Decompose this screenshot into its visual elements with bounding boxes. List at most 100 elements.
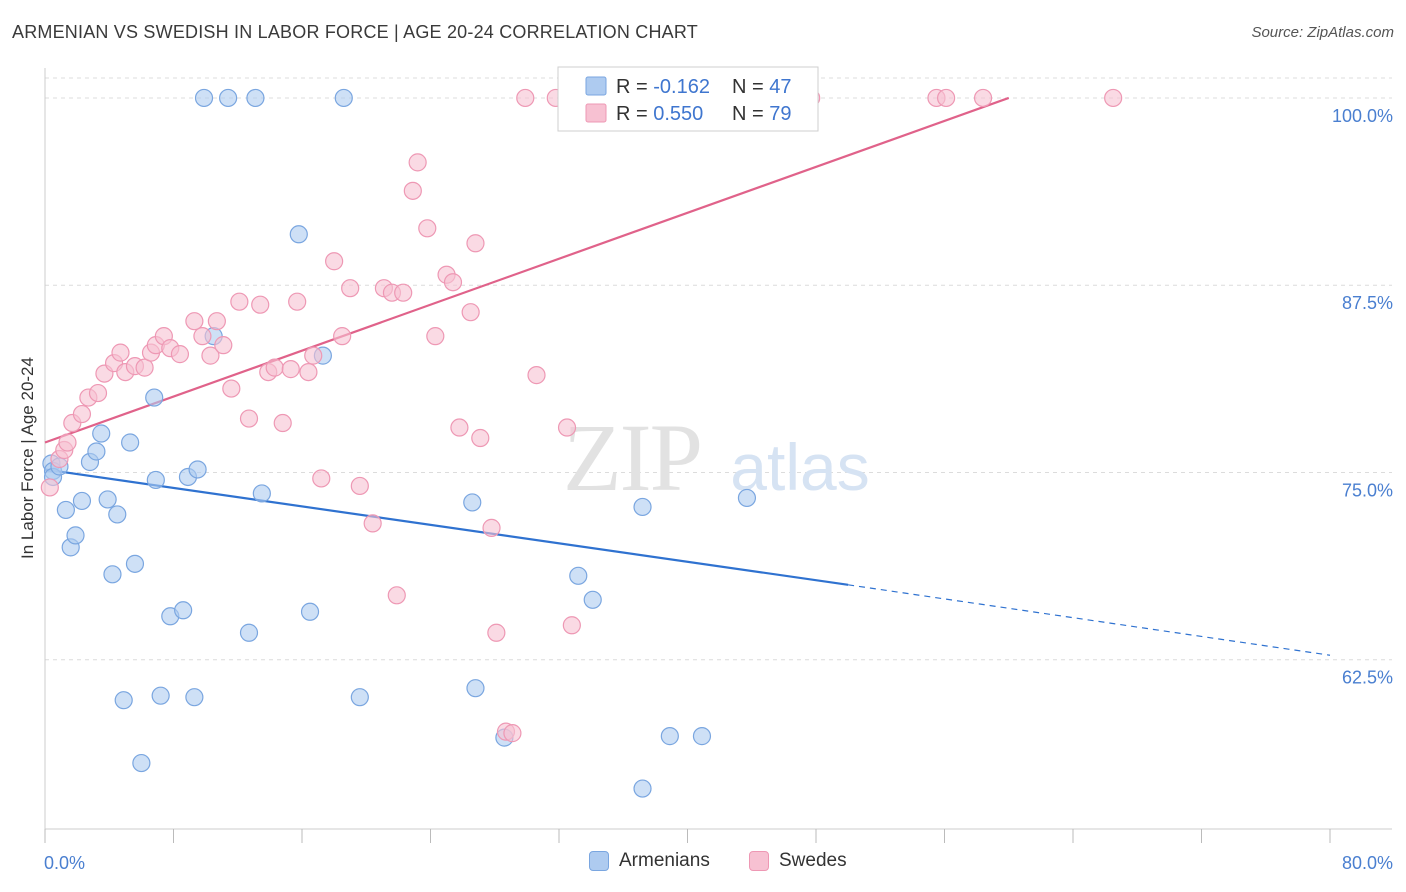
legend-n-value-blue: 47 (769, 76, 791, 98)
armenian-point (692, 727, 712, 746)
swede-point (527, 365, 546, 385)
armenian-point (185, 688, 204, 707)
swede-point (937, 88, 956, 108)
swede-point (408, 153, 427, 172)
legend-swatch-pink (585, 103, 607, 123)
armenian-point (151, 686, 170, 705)
y-axis-label: In Labor Force | Age 20-24 (18, 357, 37, 559)
armenian-point (252, 484, 271, 503)
swede-point (230, 292, 249, 311)
swede-point (135, 358, 154, 377)
swede-point (471, 428, 490, 448)
watermark-zip: ZIP (563, 404, 701, 511)
swede-point (40, 478, 59, 497)
swede-point (466, 234, 485, 253)
swede-point (487, 623, 506, 642)
armenian-point (633, 497, 652, 517)
swede-point (450, 418, 469, 437)
armenian-point (660, 727, 679, 746)
armenians-trend-line (44, 468, 849, 586)
swede-point (111, 343, 130, 362)
legend-bottom: Armenians Swedes (0, 850, 1406, 880)
legend-top: R = -0.162 N = 47 R = 0.550 N = 79 (557, 66, 819, 132)
armenian-point (289, 225, 308, 244)
legend-r-value-pink: 0.550 (653, 103, 703, 125)
armenian-point (121, 433, 140, 452)
swede-point (350, 476, 369, 496)
swede-point (516, 88, 535, 108)
armenians-trend-extension (848, 584, 1331, 656)
armenian-point (188, 460, 207, 479)
legend-label-armenians: Armenians (619, 850, 710, 871)
watermark: ZIP atlas (563, 404, 870, 511)
legend-item-armenians: Armenians (589, 850, 710, 872)
armenian-point (737, 488, 757, 508)
y-tick-label: 100.0% (1332, 106, 1393, 126)
swede-point (288, 292, 307, 311)
armenian-point (87, 442, 106, 461)
legend-r-label-blue: R = (616, 76, 653, 98)
armenian-point (98, 490, 117, 509)
swede-point (418, 219, 437, 238)
armenian-point (56, 500, 75, 520)
svg-text:N = 47: N = 47 (732, 76, 792, 98)
armenian-point (103, 565, 122, 584)
svg-text:N = 79: N = 79 (732, 103, 792, 125)
armenian-point (466, 679, 485, 698)
trend-layer (44, 96, 1331, 656)
svg-text:R = -0.162: R = -0.162 (616, 76, 710, 98)
armenian-point (66, 526, 85, 545)
armenian-point (239, 623, 259, 642)
swede-point (333, 327, 352, 346)
armenian-point (132, 753, 151, 773)
legend-n-value-pink: 79 (769, 103, 791, 125)
armenian-point (174, 601, 193, 620)
swede-point (239, 409, 259, 428)
armenian-point (72, 491, 92, 511)
swede-point (222, 379, 241, 398)
legend-r-value-blue: -0.162 (653, 76, 710, 98)
axes-layer (44, 68, 1392, 843)
swede-point (207, 312, 226, 331)
armenian-point (108, 505, 127, 524)
swede-point (58, 433, 77, 452)
swede-point (251, 295, 270, 314)
swede-point (403, 181, 422, 200)
swede-point (214, 336, 233, 355)
swede-point (193, 327, 212, 346)
swede-point (185, 312, 204, 331)
y-tick-label: 62.5% (1342, 668, 1393, 688)
swede-point (461, 303, 480, 322)
swede-point (482, 518, 501, 537)
legend-n-label-pink: N = (732, 103, 769, 125)
swede-point (557, 418, 577, 437)
legend-swatch-armenians (589, 851, 609, 871)
swede-point (201, 346, 220, 365)
armenian-point (569, 566, 588, 585)
armenian-point (334, 88, 353, 108)
swede-point (72, 404, 92, 424)
armenian-point (146, 470, 165, 490)
swede-point (973, 88, 993, 108)
swede-point (265, 358, 284, 377)
armenian-point (125, 554, 145, 573)
y-tick-label: 75.0% (1342, 480, 1393, 500)
swede-point (325, 252, 344, 271)
swede-point (273, 413, 292, 433)
legend-swatch-blue (585, 76, 607, 96)
swede-point (88, 383, 108, 403)
x-tick-label-max: 80.0% (1342, 853, 1393, 873)
legend-item-swedes: Swedes (749, 850, 847, 872)
swede-point (562, 616, 581, 635)
swede-point (312, 469, 331, 488)
armenian-point (114, 691, 133, 710)
swede-point (304, 346, 323, 365)
armenian-point (145, 388, 164, 407)
armenian-point (92, 424, 111, 443)
swede-point (363, 514, 382, 533)
armenian-point (219, 88, 238, 108)
swede-point (426, 327, 445, 346)
swede-point (281, 360, 300, 379)
legend-swatch-swedes (749, 851, 769, 871)
